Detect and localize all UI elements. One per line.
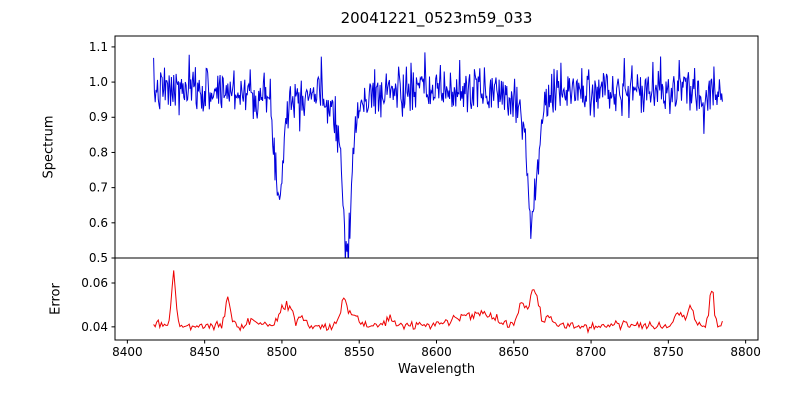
error-y-tick-label: 0.04 <box>81 320 108 334</box>
x-tick-label: 8800 <box>730 345 761 359</box>
spectrum-line <box>153 52 723 258</box>
spectrum-y-tick-label: 0.8 <box>89 145 108 159</box>
x-tick-label: 8750 <box>653 345 684 359</box>
x-tick-label: 8650 <box>499 345 530 359</box>
spectrum-y-tick-label: 0.6 <box>89 216 108 230</box>
x-tick-label: 8500 <box>267 345 298 359</box>
spectrum-y-tick-label: 1.0 <box>89 75 108 89</box>
spectrum-axes-box <box>114 35 759 259</box>
error-line <box>153 270 723 334</box>
chart-title: 20041221_0523m59_033 <box>340 9 533 27</box>
x-tick-label: 8450 <box>189 345 220 359</box>
spectrum-y-tick-label: 0.5 <box>89 251 108 265</box>
x-tick-label: 8600 <box>421 345 452 359</box>
x-tick-label: 8400 <box>112 345 143 359</box>
spectrum-y-tick-label: 1.1 <box>89 40 108 54</box>
x-tick-label: 8700 <box>576 345 607 359</box>
spectrum-y-tick-label: 0.7 <box>89 181 108 195</box>
error-y-tick-label: 0.06 <box>81 276 108 290</box>
x-axis-label: Wavelength <box>397 362 476 377</box>
x-tick-label: 8550 <box>344 345 375 359</box>
spectrum-y-tick-label: 0.9 <box>89 110 108 124</box>
